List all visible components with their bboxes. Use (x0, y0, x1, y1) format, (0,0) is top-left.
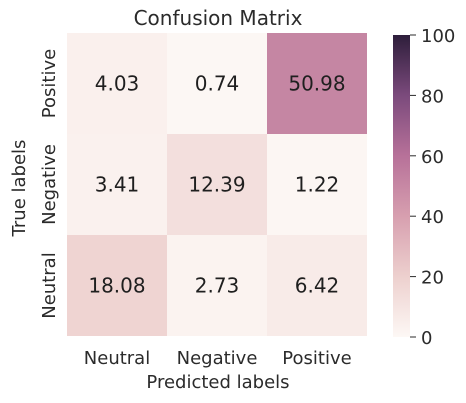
heatmap-cell-value: 0.74 (195, 72, 240, 96)
colorbar (393, 35, 410, 337)
x-tick-label: Negative (177, 348, 258, 369)
heatmap-cell-value: 12.39 (188, 173, 245, 197)
heatmap-cell (267, 134, 367, 235)
y-tick-label: Negative (39, 144, 60, 225)
heatmap-value-labels: 4.03 0.74 50.98 3.41 12.39 1.22 18.08 2.73 6.42 (88, 72, 345, 298)
heatmap-cell (167, 134, 267, 235)
x-tick-label: Neutral (84, 348, 150, 369)
heatmap-cell (267, 235, 367, 336)
colorbar-tick-label: 100 (421, 26, 455, 47)
heatmap-cell-value: 50.98 (288, 72, 345, 96)
x-axis-label: Predicted labels (146, 372, 289, 393)
colorbar-tick-label: 40 (421, 207, 444, 228)
heatmap-cell-value: 4.03 (95, 72, 140, 96)
heatmap-cell (267, 33, 367, 134)
heatmap-cell-value: 1.22 (295, 173, 340, 197)
x-tick-label: Positive (282, 348, 351, 369)
y-tick-label: Neutral (39, 252, 60, 318)
colorbar-tick-label: 20 (421, 268, 444, 289)
heatmap-cell (167, 33, 267, 134)
heatmap-cells (67, 33, 367, 336)
heatmap-cell (167, 235, 267, 336)
heatmap-cell-value: 6.42 (295, 274, 340, 298)
y-axis-label: True labels (9, 140, 30, 238)
colorbar-tick-label: 80 (421, 86, 444, 107)
colorbar-tick-label: 0 (421, 328, 432, 349)
chart-title: Confusion Matrix (134, 6, 303, 30)
heatmap-cell (67, 134, 167, 235)
y-axis-ticks: Positive Negative Neutral (39, 49, 60, 319)
heatmap-cell-value: 3.41 (95, 173, 140, 197)
y-tick-label: Positive (39, 49, 60, 118)
colorbar-ticks: 0 20 40 60 80 100 (410, 26, 455, 349)
heatmap-cell (67, 235, 167, 336)
x-axis-ticks: Neutral Negative Positive (84, 348, 352, 369)
heatmap-cell-value: 2.73 (195, 274, 240, 298)
heatmap-cell-value: 18.08 (88, 274, 145, 298)
heatmap-cell (67, 33, 167, 134)
colorbar-tick-label: 60 (421, 147, 444, 168)
